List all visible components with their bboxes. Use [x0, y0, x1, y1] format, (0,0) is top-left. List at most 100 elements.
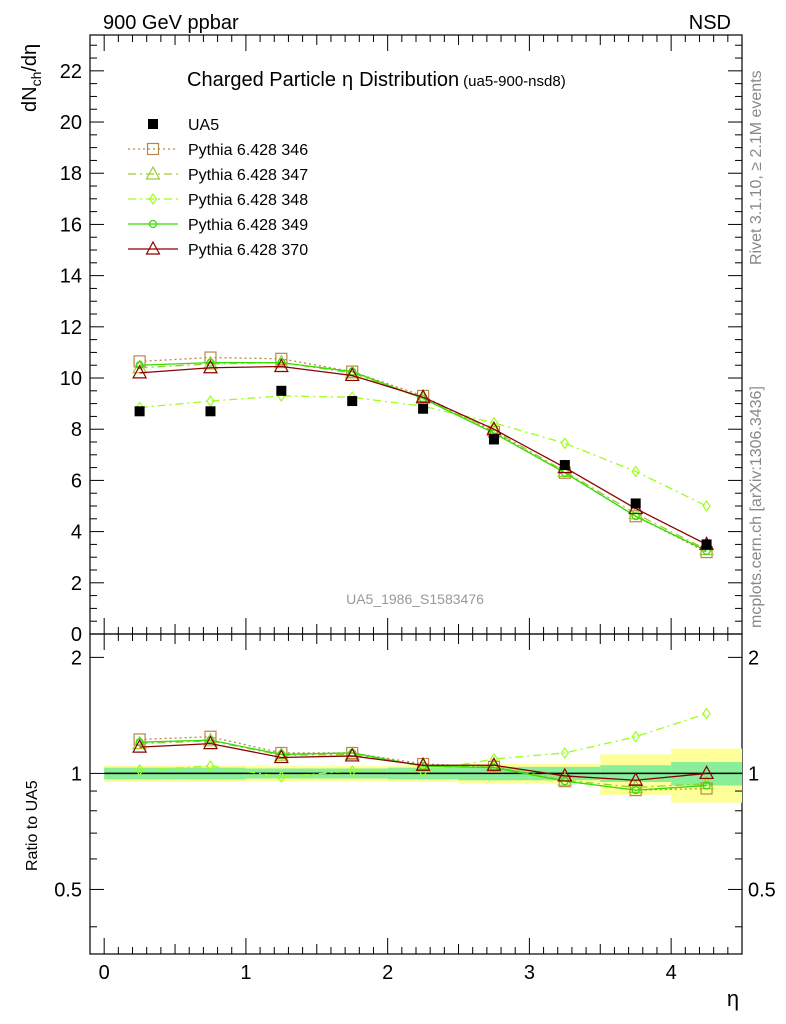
series-marker-triangle [273, 749, 289, 764]
ratio-y-tick-label: 2 [71, 647, 82, 669]
main-y-tick-label: 0 [71, 624, 82, 646]
main-y-tick-label: 20 [60, 112, 82, 134]
main-series-line-2 [139, 395, 707, 507]
side-rivet-label: Rivet 3.1.10, ≥ 2.1M events [748, 70, 765, 265]
x-tick-label: 3 [524, 962, 535, 984]
legend-label: Pythia 6.428 349 [188, 217, 308, 234]
ratio-series-line-0 [139, 736, 707, 791]
legend-label: Pythia 6.428 346 [188, 142, 308, 159]
legend-label: Pythia 6.428 348 [188, 192, 308, 209]
legend-marker-data [148, 119, 158, 129]
main-y-tick-label: 10 [60, 368, 82, 390]
series-marker-circle [631, 786, 640, 795]
series-marker-triangle [486, 420, 502, 435]
data-point [276, 385, 287, 396]
series-marker-triangle [344, 367, 360, 382]
main-y-tick-label: 2 [71, 573, 82, 595]
plot-title: Charged Particle η Distribution (ua5-900-ns… [187, 69, 566, 91]
ratio-series-line-4 [139, 742, 707, 781]
main-y-tick-label: 8 [71, 419, 82, 441]
header-left: 900 GeV ppbar [103, 12, 239, 34]
ratio-series-line-3 [139, 739, 707, 791]
legend: UA5 Pythia 6.428 346 Pythia 6.428 347 Pythi… [128, 117, 308, 259]
series-marker-diamond [135, 764, 144, 777]
series-marker-triangle [415, 756, 431, 771]
side-mcplots-label: mcplots.cern.ch [arXiv:1306.3436] [748, 386, 765, 628]
series-marker-circle [489, 763, 499, 772]
main-series-group [132, 351, 715, 559]
series-marker-triangle [557, 767, 573, 782]
legend-label-data: UA5 [188, 117, 219, 134]
series-marker-triangle [699, 765, 715, 780]
series-marker-diamond [702, 499, 711, 513]
series-marker-diamond [631, 465, 640, 478]
ratio-y-tick-label-right: 2 [748, 647, 759, 669]
ratio-uncertainty-band [104, 748, 742, 803]
series-marker-diamond [560, 746, 570, 760]
series-marker-triangle [145, 240, 161, 255]
ratio-series-line-2 [139, 712, 707, 778]
main-y-tick-label: 12 [60, 317, 82, 339]
main-panel: 0 2 4 6 8 10 12 14 16 18 20 22 UA5_1986_S1583476 Ch… [19, 34, 743, 646]
main-x-ticks [103, 35, 743, 634]
data-point [205, 406, 216, 417]
analysis-watermark: UA5_1986_S1583476 [346, 591, 484, 607]
data-point [701, 539, 712, 550]
ratio-y-tick-label-right: 1 [748, 763, 759, 785]
series-marker-circle [631, 512, 640, 521]
data-point [488, 434, 499, 445]
ratio-panel: 0.5 0.5 1 1 2 2 0 1 2 3 4 Ratio to UA5 η [24, 633, 776, 1011]
main-y-axis-label: dNch/dη [19, 44, 44, 112]
series-marker-square [133, 733, 146, 746]
series-marker-triangle [145, 165, 161, 180]
x-tick-label: 1 [240, 962, 251, 984]
main-y-tick-label: 4 [71, 522, 82, 544]
main-y-ticks: 0 2 4 6 8 10 12 14 16 18 20 22 [60, 44, 742, 646]
main-y-tick-label: 22 [60, 61, 82, 83]
series-marker-diamond [631, 730, 640, 743]
x-tick-label: 0 [99, 962, 110, 984]
series-marker-diamond [560, 437, 570, 450]
series-marker-circle [135, 361, 144, 370]
main-y-tick-label: 18 [60, 163, 82, 185]
main-y-tick-label: 14 [60, 266, 82, 288]
header-right: NSD [689, 12, 731, 34]
series-marker-diamond [489, 416, 499, 429]
series-marker-diamond [347, 764, 357, 777]
ratio-x-ticks: 0 1 2 3 4 [99, 634, 743, 984]
data-point [418, 403, 429, 414]
series-marker-circle [418, 761, 428, 771]
x-tick-label: 2 [382, 962, 393, 984]
series-marker-triangle [628, 779, 644, 793]
data-point [134, 406, 145, 417]
x-tick-label: 4 [666, 962, 677, 984]
ratio-y-tick-label: 0.5 [54, 879, 82, 901]
series-marker-triangle [415, 388, 431, 403]
main-series-line-4 [139, 365, 707, 545]
series-marker-triangle [202, 359, 218, 374]
series-marker-diamond [206, 395, 215, 408]
series-marker-diamond [702, 707, 711, 720]
series-marker-triangle [202, 735, 218, 750]
series-marker-square [275, 352, 288, 365]
ratio-y-tick-label-right: 0.5 [748, 879, 776, 901]
data-point [559, 460, 570, 471]
series-marker-diamond [148, 192, 158, 206]
series-marker-square [146, 142, 160, 156]
legend-label: Pythia 6.428 347 [188, 167, 308, 184]
ratio-y-ticks: 0.5 0.5 1 1 2 2 [54, 647, 776, 928]
ratio-y-tick-label: 1 [71, 763, 82, 785]
series-marker-circle [702, 781, 711, 790]
series-marker-triangle [132, 738, 148, 753]
main-y-tick-label: 16 [60, 214, 82, 236]
series-marker-circle [135, 738, 144, 747]
legend-label: Pythia 6.428 370 [188, 242, 308, 259]
series-marker-triangle [628, 771, 644, 786]
data-point [347, 396, 358, 407]
series-marker-diamond [277, 770, 286, 783]
series-marker-triangle [132, 364, 148, 379]
main-series-line-3 [139, 362, 707, 552]
series-marker-triangle [628, 505, 644, 520]
series-marker-circle [206, 358, 215, 367]
series-marker-diamond [206, 760, 215, 773]
